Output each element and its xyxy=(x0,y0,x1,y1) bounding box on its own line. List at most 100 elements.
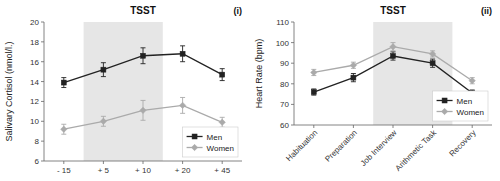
error-bar xyxy=(220,117,225,127)
x-tick xyxy=(143,161,144,164)
y-tick xyxy=(41,141,44,142)
panel-label: (i) xyxy=(234,6,243,16)
data-point xyxy=(350,62,356,68)
error-bar xyxy=(141,48,146,64)
x-tick-label: + 20 xyxy=(175,166,191,175)
error-bar xyxy=(351,62,356,68)
x-tick xyxy=(393,125,394,128)
y-tick-label: 80 xyxy=(280,80,289,89)
legend-item: Women xyxy=(437,108,484,117)
data-point xyxy=(469,78,475,84)
data-point xyxy=(61,126,67,132)
x-tick-label: Habituation xyxy=(284,128,319,163)
x-tick xyxy=(472,125,473,128)
y-tick-label: 18 xyxy=(30,38,39,47)
y-tick-label: 12 xyxy=(30,97,39,106)
data-point xyxy=(100,118,106,124)
x-tick-label: - 15 xyxy=(57,166,71,175)
x-tick-label: Recovery xyxy=(447,128,477,158)
y-tick xyxy=(291,63,294,64)
legend-marker xyxy=(192,134,197,139)
panel: 60708090100110HabituationPreparationJob … xyxy=(254,5,492,173)
plot-area xyxy=(61,46,226,134)
y-tick-label: 20 xyxy=(30,18,39,27)
error-bar xyxy=(311,69,316,75)
y-tick xyxy=(41,101,44,102)
legend-item: Women xyxy=(187,144,234,153)
y-tick xyxy=(41,41,44,42)
y-axis xyxy=(44,22,45,161)
x-tick xyxy=(313,125,314,128)
error-bar xyxy=(430,59,435,67)
legend: Men Women xyxy=(183,127,238,157)
y-tick-label: 8 xyxy=(35,137,40,146)
figure: 68101214161820- 15+ 5+ 10+ 20+ 45Salivar… xyxy=(0,0,500,181)
x-tick-label: + 45 xyxy=(214,166,230,175)
error-bar xyxy=(391,52,396,60)
data-point xyxy=(311,90,316,95)
error-bar xyxy=(141,100,146,120)
error-bar xyxy=(311,89,316,95)
x-tick-label: Preparation xyxy=(323,128,359,164)
series-line xyxy=(314,47,472,81)
x-tick-label: + 5 xyxy=(98,166,110,175)
y-axis xyxy=(294,22,295,125)
legend-marker xyxy=(441,108,447,114)
x-tick xyxy=(182,161,183,164)
legend-frame xyxy=(183,127,238,157)
y-tick-label: 110 xyxy=(276,18,289,27)
error-bar xyxy=(391,43,396,51)
y-tick xyxy=(291,42,294,43)
legend-label: Men xyxy=(457,97,473,106)
series-line xyxy=(314,56,472,93)
data-point xyxy=(141,53,146,58)
x-tick-label: + 10 xyxy=(135,166,151,175)
data-point xyxy=(180,51,185,56)
legend-marker xyxy=(442,98,447,103)
legend-item: Men xyxy=(187,133,223,142)
legend-label: Men xyxy=(207,133,223,142)
y-tick-label: 70 xyxy=(280,100,289,109)
y-tick-label: 14 xyxy=(30,78,39,87)
y-tick xyxy=(41,161,44,162)
data-point xyxy=(429,51,435,57)
panel-label: (ii) xyxy=(481,6,492,16)
error-bar xyxy=(101,63,106,77)
data-point xyxy=(101,67,106,72)
data-point xyxy=(390,44,396,50)
legend-frame xyxy=(433,91,488,121)
data-point xyxy=(220,72,225,77)
data-point xyxy=(311,69,317,75)
y-tick xyxy=(41,22,44,23)
legend: Men Women xyxy=(433,91,488,121)
error-bar xyxy=(180,46,185,62)
x-tick xyxy=(353,125,354,128)
data-point xyxy=(351,75,356,80)
error-bar xyxy=(351,74,356,82)
title: TSST xyxy=(380,5,406,16)
shaded-region xyxy=(84,22,163,161)
x-tick-label: Arithmetic Task xyxy=(394,127,439,172)
y-tick-label: 10 xyxy=(30,117,39,126)
x-tick xyxy=(103,161,104,164)
y-tick-label: 90 xyxy=(280,59,289,68)
title: TSST xyxy=(130,5,156,16)
x-tick xyxy=(432,125,433,128)
data-point xyxy=(430,61,435,66)
x-tick-label: Job Interview xyxy=(359,128,399,168)
error-bar xyxy=(430,51,435,57)
error-bar xyxy=(61,124,66,134)
error-bar xyxy=(180,97,185,113)
error-bar xyxy=(220,69,225,81)
y-tick xyxy=(291,22,294,23)
y-tick xyxy=(291,83,294,84)
y-tick xyxy=(291,104,294,105)
y-tick xyxy=(41,81,44,82)
y-tick-label: 100 xyxy=(276,39,290,48)
y-tick xyxy=(41,121,44,122)
error-bar xyxy=(470,78,475,84)
data-point xyxy=(61,80,66,85)
error-bar xyxy=(61,78,66,88)
y-tick-label: 16 xyxy=(30,58,39,67)
x-tick xyxy=(222,161,223,164)
